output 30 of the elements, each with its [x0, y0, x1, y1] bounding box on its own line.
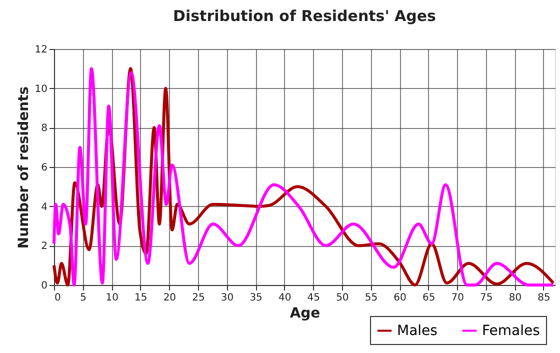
x-tick-label: 20	[163, 292, 176, 304]
x-tick-label: 55	[364, 292, 378, 304]
y-tick-label: 0	[41, 280, 48, 292]
x-tick-label: 0	[54, 292, 61, 304]
y-tick-label: 8	[41, 123, 48, 134]
x-tick-label: 80	[508, 292, 522, 304]
y-tick-label: 6	[41, 162, 48, 174]
y-tick-label: 10	[34, 84, 48, 95]
x-tick-label: 25	[192, 292, 205, 304]
legend-label: Males	[397, 322, 438, 339]
y-tick-label: 2	[41, 241, 48, 252]
x-tick-label: 10	[106, 292, 118, 304]
y-tick-label: 12	[34, 44, 48, 56]
x-tick-label: 35	[250, 292, 262, 304]
x-tick-label: 50	[336, 292, 349, 304]
x-tick-label: 40	[278, 292, 292, 304]
x-tick-label: 75	[480, 292, 493, 304]
x-tick-label: 70	[451, 292, 464, 304]
y-axis-title: Number of residents	[16, 86, 32, 249]
chart-title: Distribution of Residents' Ages	[173, 7, 436, 25]
x-tick-label: 30	[220, 292, 234, 304]
x-tick-label: 60	[394, 292, 406, 304]
legend-label: Females	[482, 322, 540, 339]
x-tick-label: 15	[134, 292, 148, 304]
x-axis-title: Age	[290, 306, 320, 322]
x-tick-label: 45	[307, 292, 320, 304]
y-tick-label: 4	[41, 202, 48, 213]
x-tick-label: 5	[80, 292, 86, 304]
x-tick-label: 65	[422, 292, 436, 304]
x-tick-label: 85	[538, 292, 550, 304]
